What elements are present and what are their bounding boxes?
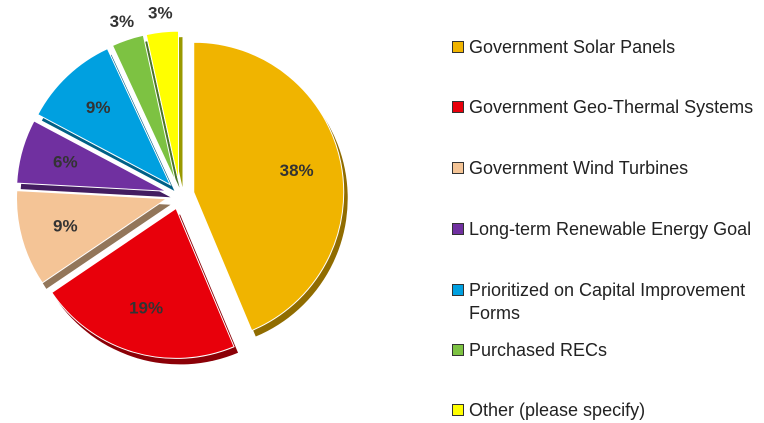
legend-swatch [452, 284, 464, 296]
slice-label: 9% [53, 216, 78, 235]
legend-label: Government Solar Panels [469, 37, 676, 57]
legend-swatch [452, 41, 464, 53]
legend-item: Government Geo-Thermal Systems [452, 96, 757, 119]
legend-label: Long-term Renewable Energy Goal [469, 219, 752, 239]
slice [145, 30, 179, 182]
legend-label: Purchased RECs [469, 340, 608, 360]
slice-label: 19% [129, 299, 163, 318]
legend-label: Prioritized on Capital Improvement Forms [469, 280, 746, 323]
slice [16, 120, 167, 192]
slice [16, 190, 169, 284]
legend-swatch [452, 162, 464, 174]
legend-item: Government Wind Turbines [452, 157, 757, 180]
slice [111, 34, 177, 182]
legend-item: Other (please specify) [452, 399, 757, 422]
legend-swatch [452, 344, 464, 356]
slice-label: 9% [86, 98, 111, 117]
slice [193, 41, 345, 332]
legend-item: Long-term Renewable Energy Goal [452, 218, 757, 241]
slice-label: 3% [110, 12, 135, 31]
legend-label: Government Geo-Thermal Systems [469, 97, 754, 117]
legend-swatch [452, 404, 464, 416]
legend-label: Other (please specify) [469, 400, 646, 420]
slice-label: 38% [280, 161, 314, 180]
legend-item: Prioritized on Capital Improvement Forms [452, 279, 757, 325]
slice [37, 48, 172, 186]
legend-label: Government Wind Turbines [469, 158, 689, 178]
legend-item: Purchased RECs [452, 339, 757, 362]
slice-label: 3% [148, 4, 173, 23]
legend-item: Government Solar Panels [452, 36, 757, 59]
legend-swatch [452, 101, 464, 113]
slice [51, 207, 235, 359]
legend-swatch [452, 223, 464, 235]
slice-label: 6% [53, 153, 78, 172]
